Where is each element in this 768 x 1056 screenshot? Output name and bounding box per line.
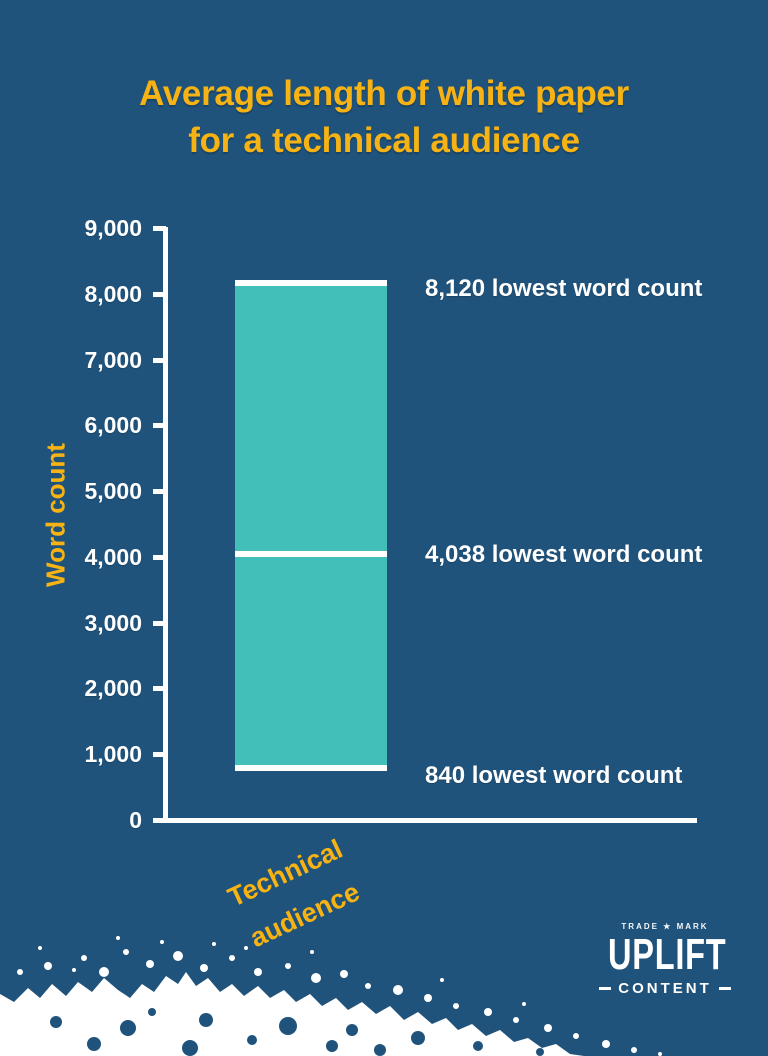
y-tick-mark-2000 (153, 686, 166, 692)
y-tick-label-0: 0 (129, 807, 142, 833)
logo-name-text: UPLIFT (608, 930, 727, 979)
y-tick-label-5000: 5,000 (84, 478, 142, 505)
y-tick-label-8000: 8,000 (84, 280, 142, 307)
y-tick-label-1000: 1,000 (84, 741, 142, 768)
annotation-8120: 8,120 lowest word count (425, 274, 703, 302)
y-tick-mark-3000 (153, 620, 166, 626)
x-axis-line (153, 818, 697, 823)
y-tick-label-4000: 4,000 (84, 543, 142, 570)
logo-subtitle-text: CONTENT (618, 980, 712, 997)
paint-splatter-decoration (0, 936, 662, 1056)
logo-subtitle: CONTENT (588, 980, 742, 997)
y-tick-label-6000: 6,000 (84, 412, 142, 439)
y-tick-mark-7000 (153, 357, 166, 363)
y-tick-label-9000: 9,000 (84, 215, 142, 241)
y-tick-mark-6000 (153, 423, 166, 429)
y-axis-line (163, 227, 168, 823)
logo-trademark-text: TRADE ★ MARK (621, 922, 709, 931)
page-title: Average length of white paper for a tech… (0, 70, 768, 164)
bar-marker-8120 (235, 279, 387, 286)
y-tick-label-7000: 7,000 (84, 346, 142, 373)
y-tick-mark-4000 (153, 554, 166, 560)
bar-marker-4038 (235, 551, 387, 558)
logo-dash-right-icon (718, 987, 731, 990)
y-tick-mark-5000 (153, 489, 166, 495)
y-tick-label-3000: 3,000 (84, 609, 142, 636)
y-tick-mark-9000 (153, 226, 166, 231)
annotation-840: 840 lowest word count (425, 761, 683, 789)
y-tick-mark-1000 (153, 752, 166, 758)
y-tick-mark-8000 (153, 291, 166, 297)
logo-dash-left-icon (599, 987, 612, 990)
bar-marker-840 (235, 764, 387, 771)
annotation-4038: 4,038 lowest word count (425, 541, 703, 569)
uplift-content-logo: TRADE ★ MARK UPLIFT CONTENT (588, 922, 742, 997)
page-title-line1: Average length of white paper (139, 74, 629, 113)
page-title-line2: for a technical audience (188, 121, 580, 160)
y-tick-label-2000: 2,000 (84, 675, 142, 702)
bar-fill-segment (235, 285, 387, 765)
